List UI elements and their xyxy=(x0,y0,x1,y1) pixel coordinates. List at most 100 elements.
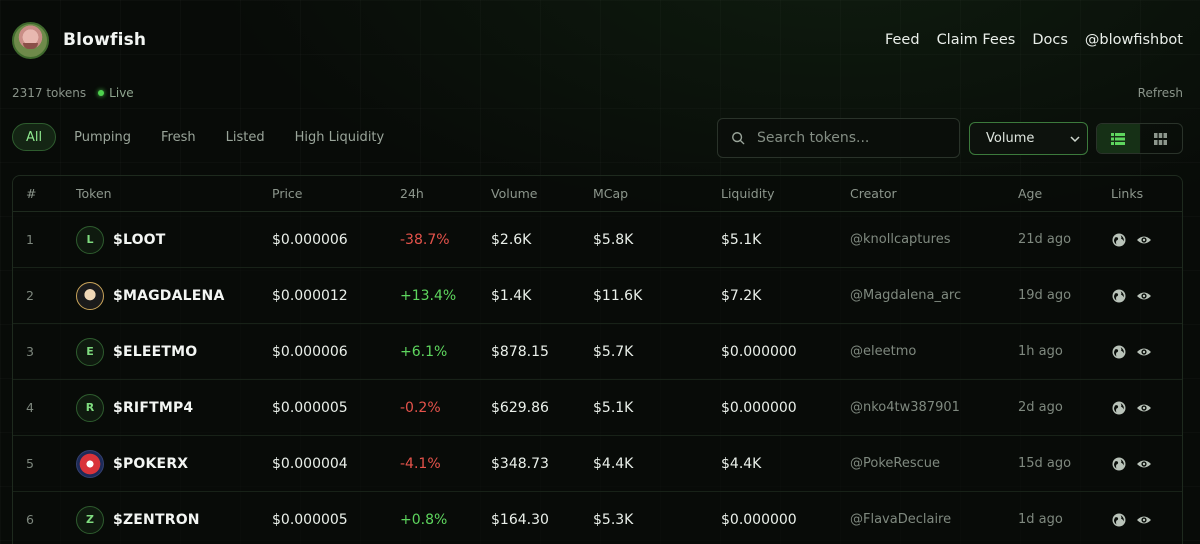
top-nav: Feed Claim Fees Docs @blowfishbot xyxy=(885,32,1183,48)
col-header-24h[interactable]: 24h xyxy=(400,186,424,201)
token-creator[interactable]: @Magdalena_arc xyxy=(850,288,962,303)
token-price: $0.000005 xyxy=(272,511,348,528)
price-change-24h: -0.2% xyxy=(400,399,441,416)
col-header-mcap[interactable]: MCap xyxy=(593,186,629,201)
nav-docs[interactable]: Docs xyxy=(1032,32,1068,48)
price-change-24h: -4.1% xyxy=(400,455,441,472)
token-cell[interactable]: $MAGDALENA xyxy=(76,281,225,310)
eye-icon[interactable] xyxy=(1136,400,1152,416)
token-age: 21d ago xyxy=(1018,232,1072,247)
table-row[interactable]: 3 E $ELEETMO $0.000006 +6.1% $878.15 $5.… xyxy=(13,324,1182,380)
row-index: 4 xyxy=(26,400,34,415)
col-header-age[interactable]: Age xyxy=(1018,186,1043,201)
token-avatar xyxy=(76,449,104,478)
token-volume: $1.4K xyxy=(491,287,532,304)
token-links xyxy=(1111,512,1152,528)
live-dot-icon xyxy=(98,90,105,96)
col-header-creator[interactable]: Creator xyxy=(850,186,897,201)
globe-icon[interactable] xyxy=(1111,232,1127,248)
token-cell[interactable]: E $ELEETMO xyxy=(76,337,197,366)
col-header-liquidity[interactable]: Liquidity xyxy=(721,186,775,201)
filter-pumping[interactable]: Pumping xyxy=(74,129,131,145)
token-links xyxy=(1111,400,1152,416)
token-symbol: $MAGDALENA xyxy=(113,287,225,304)
token-cell[interactable]: $POKERX xyxy=(76,449,189,478)
token-creator[interactable]: @PokeRescue xyxy=(850,456,940,471)
globe-icon[interactable] xyxy=(1111,456,1127,472)
col-header-links: Links xyxy=(1111,186,1144,201)
brand-logo xyxy=(12,21,49,59)
table-row[interactable]: 2 $MAGDALENA $0.000012 +13.4% $1.4K $11.… xyxy=(13,268,1182,324)
token-links xyxy=(1111,288,1152,304)
grid-view-button[interactable] xyxy=(1140,124,1183,153)
token-avatar: E xyxy=(76,337,104,366)
token-mcap: $5.1K xyxy=(593,399,634,416)
row-index: 2 xyxy=(26,288,34,303)
token-age: 15d ago xyxy=(1018,456,1072,471)
top-header: Blowfish Feed Claim Fees Docs @blowfishb… xyxy=(0,0,1200,80)
token-cell[interactable]: R $RIFTMP4 xyxy=(76,393,193,422)
brand-name: Blowfish xyxy=(63,30,147,50)
col-header-index[interactable]: # xyxy=(26,186,37,201)
eye-icon[interactable] xyxy=(1136,512,1152,528)
token-mcap: $5.3K xyxy=(593,511,634,528)
price-change-24h: +13.4% xyxy=(400,287,457,304)
token-volume: $629.86 xyxy=(491,399,549,416)
token-count: 2317 tokens xyxy=(12,86,87,100)
eye-icon[interactable] xyxy=(1136,344,1152,360)
table-row[interactable]: 5 $POKERX $0.000004 -4.1% $348.73 $4.4K … xyxy=(13,436,1182,492)
token-cell[interactable]: L $LOOT xyxy=(76,225,166,254)
search-input[interactable] xyxy=(757,130,947,146)
col-header-price[interactable]: Price xyxy=(272,186,303,201)
table-row[interactable]: 4 R $RIFTMP4 $0.000005 -0.2% $629.86 $5.… xyxy=(13,380,1182,436)
token-creator[interactable]: @nko4tw387901 xyxy=(850,400,960,415)
eye-icon[interactable] xyxy=(1136,456,1152,472)
eye-icon[interactable] xyxy=(1136,288,1152,304)
search-icon xyxy=(732,132,745,145)
search-box[interactable] xyxy=(717,118,960,158)
token-age: 1d ago xyxy=(1018,512,1063,527)
token-volume: $164.30 xyxy=(491,511,549,528)
col-header-volume[interactable]: Volume xyxy=(491,186,538,201)
sort-selected-value: Volume xyxy=(986,131,1035,146)
globe-icon[interactable] xyxy=(1111,400,1127,416)
globe-icon[interactable] xyxy=(1111,288,1127,304)
token-creator[interactable]: @eleetmo xyxy=(850,344,917,359)
table-body: 1 L $LOOT $0.000006 -38.7% $2.6K $5.8K $… xyxy=(13,212,1182,544)
filter-all[interactable]: All xyxy=(12,123,57,151)
token-links xyxy=(1111,344,1152,360)
token-liquidity: $0.000000 xyxy=(721,343,797,360)
token-creator[interactable]: @FlavaDeclaire xyxy=(850,512,952,527)
token-price: $0.000006 xyxy=(272,231,348,248)
filter-listed[interactable]: Listed xyxy=(225,129,265,145)
token-creator[interactable]: @knollcaptures xyxy=(850,232,951,247)
sort-select[interactable]: Volume xyxy=(969,122,1088,155)
token-cell[interactable]: Z $ZENTRON xyxy=(76,505,200,534)
col-header-token[interactable]: Token xyxy=(76,186,112,201)
refresh-button[interactable]: Refresh xyxy=(1137,86,1183,100)
token-symbol: $POKERX xyxy=(113,455,189,472)
filter-high-liquidity[interactable]: High Liquidity xyxy=(294,129,385,145)
grid-view-icon xyxy=(1154,132,1168,145)
nav-claim-fees[interactable]: Claim Fees xyxy=(936,32,1016,48)
globe-icon[interactable] xyxy=(1111,344,1127,360)
token-liquidity: $5.1K xyxy=(721,231,762,248)
brand[interactable]: Blowfish xyxy=(12,21,147,59)
live-indicator: Live xyxy=(98,86,134,100)
filter-fresh[interactable]: Fresh xyxy=(161,129,196,145)
table-row[interactable]: 6 Z $ZENTRON $0.000005 +0.8% $164.30 $5.… xyxy=(13,492,1182,544)
price-change-24h: +0.8% xyxy=(400,511,448,528)
nav-feed[interactable]: Feed xyxy=(884,32,920,48)
eye-icon[interactable] xyxy=(1136,232,1152,248)
list-view-button[interactable] xyxy=(1097,124,1140,153)
table-row[interactable]: 1 L $LOOT $0.000006 -38.7% $2.6K $5.8K $… xyxy=(13,212,1182,268)
token-liquidity: $4.4K xyxy=(721,455,762,472)
token-mcap: $5.8K xyxy=(593,231,634,248)
token-table: # Token Price 24h Volume MCap Liquidity … xyxy=(12,175,1183,544)
globe-icon[interactable] xyxy=(1111,512,1127,528)
row-index: 3 xyxy=(26,344,34,359)
nav-twitter-handle[interactable]: @blowfishbot xyxy=(1084,32,1183,48)
token-symbol: $LOOT xyxy=(113,231,166,248)
live-label: Live xyxy=(109,86,134,100)
token-symbol: $ZENTRON xyxy=(113,511,200,528)
